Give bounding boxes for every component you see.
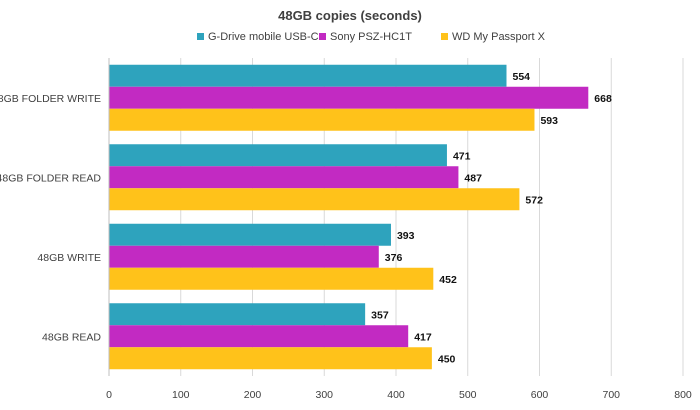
- category-label-48gb-write: 48GB WRITE: [37, 252, 101, 264]
- x-tick-label-100: 100: [172, 389, 190, 401]
- legend-swatch-0: [197, 33, 204, 40]
- legend-label-1: Sony PSZ-HC1T: [330, 31, 412, 43]
- bar-48gb-read-s0: [109, 303, 366, 326]
- category-label-48gb-folder-write: 48GB FOLDER WRITE: [0, 93, 101, 105]
- x-tick-label-400: 400: [387, 389, 405, 401]
- chart-title: 48GB copies (seconds): [278, 8, 422, 23]
- data-label-48gb-folder-write-s0: 554: [512, 71, 530, 83]
- bar-48gb-folder-write-s1: [109, 86, 589, 109]
- data-label-48gb-write-s2: 452: [439, 274, 457, 286]
- legend-label-2: WD My Passport X: [452, 31, 546, 43]
- data-label-48gb-write-s1: 376: [385, 252, 403, 264]
- bar-48gb-folder-write-s0: [109, 64, 507, 87]
- bar-48gb-write-s2: [109, 267, 434, 290]
- legend-swatch-1: [319, 33, 326, 40]
- data-label-48gb-folder-write-s2: 593: [540, 115, 558, 127]
- bar-48gb-write-s0: [109, 223, 391, 246]
- bar-48gb-folder-write-s2: [109, 108, 535, 131]
- x-tick-label-200: 200: [244, 389, 262, 401]
- bars: 554 668 593 48GB FOLDER WRITE 471 487 572 48GB …: [0, 64, 612, 370]
- data-label-48gb-folder-read-s0: 471: [453, 150, 471, 162]
- data-label-48gb-folder-read-s1: 487: [464, 172, 482, 184]
- x-tick-label-300: 300: [315, 389, 333, 401]
- bar-48gb-folder-read-s1: [109, 166, 459, 189]
- x-tick-label-500: 500: [459, 389, 477, 401]
- x-tick-label-700: 700: [602, 389, 620, 401]
- axis: 0 100 200 300 400 500 600 700 800: [106, 58, 692, 401]
- legend: G-Drive mobile USB-C Sony PSZ-HC1T WD My P…: [197, 31, 546, 43]
- bar-48gb-read-s2: [109, 347, 432, 370]
- bar-48gb-folder-read-s0: [109, 144, 447, 167]
- x-tick-label-0: 0: [106, 389, 112, 401]
- data-label-48gb-write-s0: 393: [397, 230, 415, 242]
- data-label-48gb-folder-read-s2: 572: [525, 194, 543, 206]
- bar-48gb-folder-read-s2: [109, 188, 520, 211]
- bar-48gb-read-s1: [109, 325, 409, 348]
- x-tick-label-600: 600: [531, 389, 549, 401]
- bar-48gb-write-s1: [109, 245, 379, 268]
- legend-swatch-2: [441, 33, 448, 40]
- data-label-48gb-read-s0: 357: [371, 309, 389, 321]
- data-label-48gb-read-s1: 417: [414, 331, 432, 343]
- legend-label-0: G-Drive mobile USB-C: [208, 31, 319, 43]
- category-label-48gb-read: 48GB READ: [42, 331, 101, 343]
- x-tick-label-800: 800: [674, 389, 692, 401]
- data-label-48gb-read-s2: 450: [438, 353, 456, 365]
- category-label-48gb-folder-read: 48GB FOLDER READ: [0, 172, 101, 184]
- data-label-48gb-folder-write-s1: 668: [594, 93, 612, 105]
